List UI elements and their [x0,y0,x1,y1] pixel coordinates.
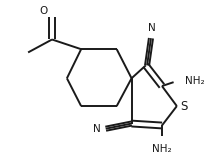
Text: NH₂: NH₂ [152,144,172,154]
Text: S: S [181,100,188,113]
Text: NH₂: NH₂ [185,76,204,86]
Text: N: N [93,124,101,134]
Text: N: N [148,23,156,33]
Text: O: O [39,5,48,16]
